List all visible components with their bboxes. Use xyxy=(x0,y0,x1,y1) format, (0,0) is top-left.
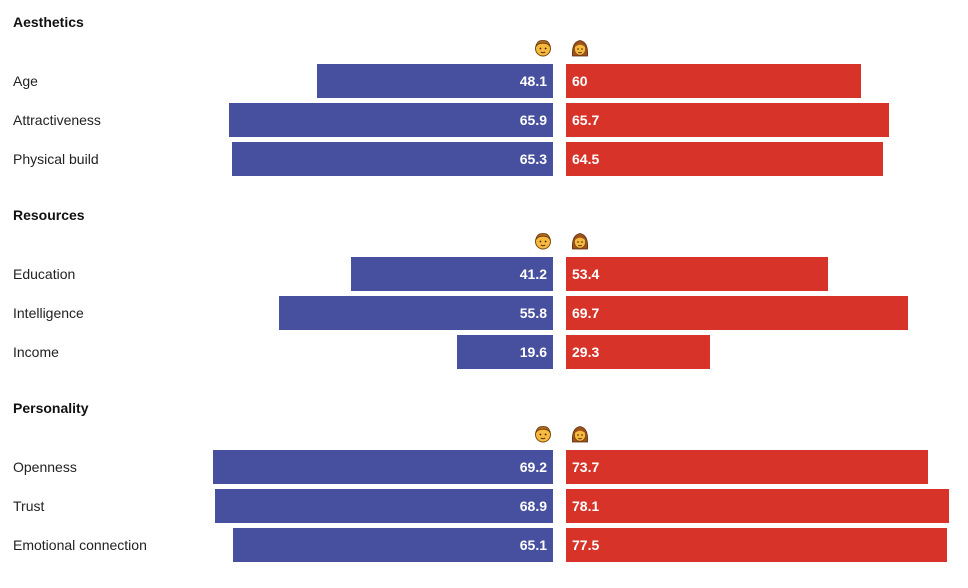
row-label: Intelligence xyxy=(13,305,84,321)
row-intelligence: Intelligence 55.8 69.7 xyxy=(0,296,968,330)
section-aesthetics: Aesthetics Age 48.1 60 Attractiveness 65.9 65.… xyxy=(0,0,968,193)
woman-emoji-icon xyxy=(570,424,590,444)
female-bar xyxy=(566,64,861,98)
row-trust: Trust 68.9 78.1 xyxy=(0,489,968,523)
man-eye-right xyxy=(544,47,547,50)
female-bar xyxy=(566,450,928,484)
woman-fringe xyxy=(574,42,586,47)
female-value-label: 60 xyxy=(572,73,588,89)
row-age: Age 48.1 60 xyxy=(0,64,968,98)
male-bar xyxy=(233,528,553,562)
woman-eye-right xyxy=(581,48,583,50)
section-title: Aesthetics xyxy=(13,14,84,30)
woman-eye-right xyxy=(581,241,583,243)
man-eye-left xyxy=(539,47,542,50)
female-value-label: 29.3 xyxy=(572,344,600,360)
section-resources: Resources Education 41.2 53.4 Intelligence 55… xyxy=(0,193,968,386)
row-label: Age xyxy=(13,73,38,89)
row-education: Education 41.2 53.4 xyxy=(0,257,968,291)
row-label: Attractiveness xyxy=(13,112,101,128)
row-label: Physical build xyxy=(13,151,99,167)
female-value-label: 53.4 xyxy=(572,266,600,282)
female-value-label: 65.7 xyxy=(572,112,600,128)
man-mouth xyxy=(540,244,546,247)
male-value-label: 65.1 xyxy=(519,537,547,553)
man-hair xyxy=(535,426,551,433)
male-value-label: 41.2 xyxy=(519,266,547,282)
woman-eye-left xyxy=(577,48,579,50)
male-bar xyxy=(351,257,553,291)
male-value-label: 65.9 xyxy=(519,112,547,128)
male-value-label: 68.9 xyxy=(519,498,547,514)
man-eye-left xyxy=(539,433,542,436)
woman-mouth xyxy=(578,437,582,440)
woman-emoji-icon xyxy=(570,231,590,251)
female-value-label: 64.5 xyxy=(572,151,600,167)
woman-fringe xyxy=(574,428,586,433)
male-bar xyxy=(213,450,553,484)
female-bar xyxy=(566,335,710,369)
male-bar xyxy=(229,103,553,137)
male-value-label: 19.6 xyxy=(519,344,547,360)
male-bar xyxy=(215,489,553,523)
man-hair xyxy=(535,233,551,240)
woman-mouth xyxy=(578,51,582,54)
male-bar xyxy=(279,296,553,330)
female-bar xyxy=(566,489,949,523)
man-emoji-icon xyxy=(533,424,553,444)
section-title: Resources xyxy=(13,207,85,223)
man-eye-right xyxy=(544,240,547,243)
row-label: Emotional connection xyxy=(13,537,147,553)
woman-eye-left xyxy=(577,434,579,436)
female-value-label: 73.7 xyxy=(572,459,600,475)
man-mouth xyxy=(540,437,546,440)
man-hair xyxy=(535,40,551,47)
section-title: Personality xyxy=(13,400,89,416)
man-mouth xyxy=(540,51,546,54)
woman-eye-right xyxy=(581,434,583,436)
row-openness: Openness 69.2 73.7 xyxy=(0,450,968,484)
man-eye-right xyxy=(544,433,547,436)
female-value-label: 77.5 xyxy=(572,537,600,553)
female-value-label: 69.7 xyxy=(572,305,600,321)
male-value-label: 69.2 xyxy=(519,459,547,475)
male-bar xyxy=(457,335,553,369)
row-attractiveness: Attractiveness 65.9 65.7 xyxy=(0,103,968,137)
woman-emoji-icon xyxy=(570,38,590,58)
woman-mouth xyxy=(578,244,582,247)
female-value-label: 78.1 xyxy=(572,498,600,514)
male-value-label: 48.1 xyxy=(519,73,547,89)
row-label: Education xyxy=(13,266,76,282)
row-label: Trust xyxy=(13,498,45,514)
male-bar xyxy=(317,64,553,98)
male-value-label: 55.8 xyxy=(519,305,547,321)
woman-eye-left xyxy=(577,241,579,243)
woman-fringe xyxy=(574,235,586,240)
female-bar xyxy=(566,103,889,137)
row-label: Income xyxy=(13,344,59,360)
man-emoji-icon xyxy=(533,38,553,58)
man-eye-left xyxy=(539,240,542,243)
female-bar xyxy=(566,142,883,176)
section-personality: Personality Openness 69.2 73.7 Trust 68.9 78.1… xyxy=(0,386,968,579)
female-bar xyxy=(566,296,908,330)
male-value-label: 65.3 xyxy=(519,151,547,167)
row-emotional-connection: Emotional connection 65.1 77.5 xyxy=(0,528,968,562)
row-income: Income 19.6 29.3 xyxy=(0,335,968,369)
female-bar xyxy=(566,528,947,562)
row-physical-build: Physical build 65.3 64.5 xyxy=(0,142,968,176)
row-label: Openness xyxy=(13,459,77,475)
female-bar xyxy=(566,257,828,291)
male-bar xyxy=(232,142,553,176)
man-emoji-icon xyxy=(533,231,553,251)
